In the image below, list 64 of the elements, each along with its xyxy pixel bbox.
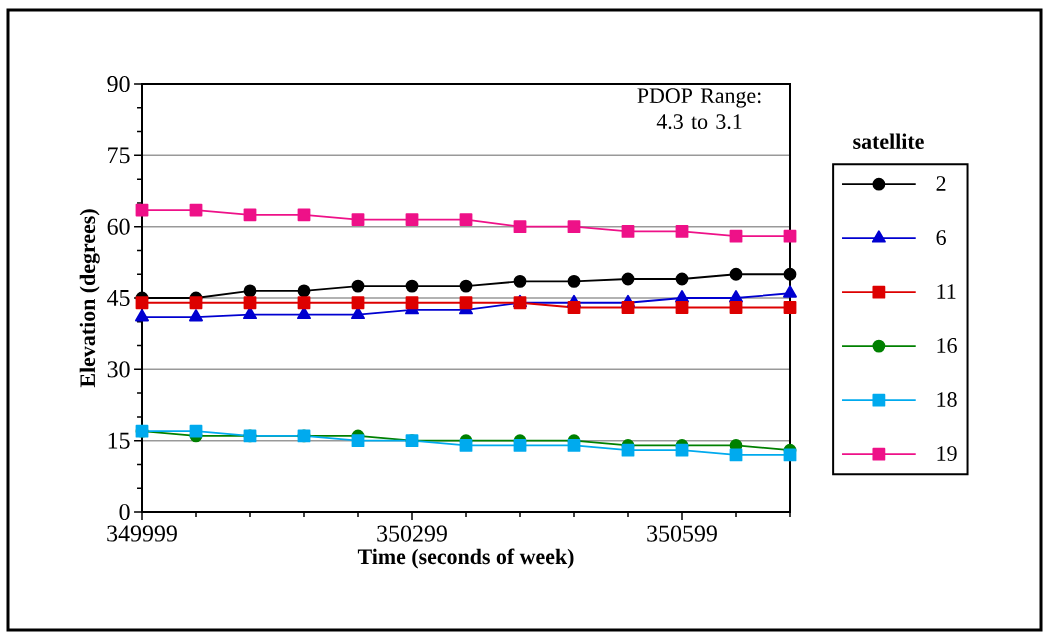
point <box>675 301 689 314</box>
point <box>297 284 311 298</box>
y-tick-label: 30 <box>107 361 130 378</box>
point <box>621 272 635 286</box>
point <box>459 279 473 293</box>
point <box>135 309 149 322</box>
x-tick-label: 349999 <box>107 525 177 542</box>
point <box>567 301 581 314</box>
legend-label: 19 <box>937 446 957 461</box>
point <box>405 279 419 293</box>
x-axis-title: Time (seconds of week) <box>357 548 574 569</box>
point <box>783 285 797 298</box>
point <box>513 274 527 288</box>
point <box>567 220 581 234</box>
point <box>621 225 635 238</box>
x-tick-label: 350299 <box>377 525 447 542</box>
y-tick-label: 15 <box>108 432 130 449</box>
point <box>459 213 473 226</box>
point <box>567 274 581 288</box>
point <box>189 424 203 438</box>
point <box>729 267 743 281</box>
point <box>729 301 743 314</box>
point <box>297 208 311 222</box>
point <box>189 296 203 310</box>
point <box>243 296 257 310</box>
point <box>675 443 689 457</box>
point <box>351 213 365 226</box>
point <box>459 439 473 452</box>
point <box>783 229 797 243</box>
point <box>189 309 203 322</box>
legend-label: 11 <box>937 284 956 299</box>
y-tick-label: 45 <box>107 290 130 306</box>
point <box>729 229 743 243</box>
point <box>783 301 797 314</box>
y-tick-label: 0 <box>119 503 130 521</box>
point <box>351 296 365 310</box>
point <box>459 296 473 310</box>
legend-label: 6 <box>936 230 946 245</box>
point <box>405 296 419 310</box>
y-tick-label: 75 <box>108 147 130 164</box>
legend-label: 18 <box>937 392 957 407</box>
point <box>621 301 635 314</box>
point <box>513 439 527 452</box>
point <box>567 439 581 452</box>
point <box>675 272 689 286</box>
point <box>513 220 527 234</box>
point <box>405 213 419 226</box>
point <box>351 279 365 293</box>
annotation: PDOP Range: 4.3 to 3.1 <box>637 88 761 130</box>
legend-label: 2 <box>936 176 946 191</box>
y-tick-label: 90 <box>107 75 130 93</box>
legend-label: 16 <box>937 338 957 353</box>
point <box>243 284 257 298</box>
x-tick-label: 350599 <box>647 525 717 542</box>
point <box>135 296 149 310</box>
y-tick-label: 60 <box>107 218 130 235</box>
legend-title: satellite <box>853 133 924 149</box>
point <box>621 443 635 457</box>
point <box>297 296 311 310</box>
point <box>243 208 257 222</box>
point <box>783 267 797 281</box>
point <box>675 225 689 238</box>
y-axis-title: Elevation (degrees) <box>79 209 100 388</box>
point <box>351 434 365 448</box>
